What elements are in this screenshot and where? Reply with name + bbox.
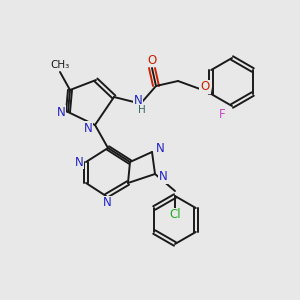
- Text: F: F: [219, 107, 225, 121]
- Text: Cl: Cl: [169, 208, 181, 221]
- Text: N: N: [103, 196, 111, 209]
- Text: N: N: [75, 155, 83, 169]
- Text: N: N: [57, 106, 65, 118]
- Text: O: O: [200, 80, 210, 94]
- Text: CH₃: CH₃: [50, 60, 70, 70]
- Text: N: N: [159, 170, 167, 184]
- Text: N: N: [84, 122, 92, 134]
- Text: O: O: [147, 53, 157, 67]
- Text: N: N: [134, 94, 142, 107]
- Text: N: N: [156, 142, 164, 155]
- Text: H: H: [138, 105, 146, 115]
